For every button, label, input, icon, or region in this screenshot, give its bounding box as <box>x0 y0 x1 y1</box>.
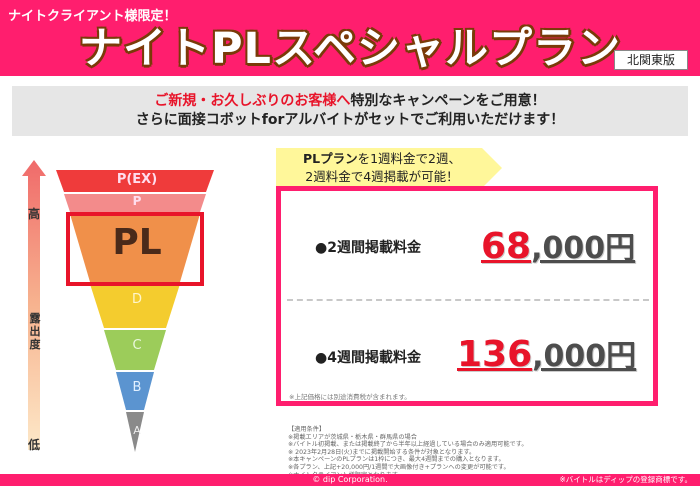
banner-line1-rest: 特別なキャンペーンをご用意！ <box>350 93 546 109</box>
terms-line: ※本キャンペーンのPLプランは1枠につき、最大4週間までの購入となります。 <box>288 456 505 464</box>
callout-line1-rest: を1週料金で2週、 <box>357 151 462 166</box>
terms-line: ※掲載エリアが茨城県・栃木県・群馬県の場合 <box>288 433 417 441</box>
price-divider <box>287 299 649 301</box>
header-bar: ナイトクライアント様限定！ ナイトPLスペシャルプラン 北関東版 <box>0 0 700 76</box>
limited-label: ナイトクライアント様限定！ <box>8 9 177 24</box>
banner-line-2: さらに面接コボットforアルバイトがセットでご利用いただけます！ <box>135 112 565 128</box>
tier-pex-label: P(EX) <box>116 172 158 187</box>
axis-high-label: 高 <box>28 207 41 221</box>
two-week-price-minor: ,000円 <box>531 231 636 266</box>
tier-b-shape <box>116 372 154 410</box>
tier-c-label: C <box>132 338 142 353</box>
four-week-price-minor: ,000円 <box>532 339 637 374</box>
trademark-note: ※バイトルはディップの登録商標です。 <box>559 475 692 484</box>
footer-bar: © dip Corporation. ※バイトルはディップの登録商標です。 <box>0 474 700 486</box>
tier-pex-shape <box>56 170 214 192</box>
tier-a-label: A <box>133 424 141 437</box>
tier-pl-label: PL <box>112 222 162 263</box>
axis-low-label: 低 <box>28 438 41 452</box>
tier-p-shape <box>64 194 206 212</box>
two-week-price-major: 68 <box>481 226 532 267</box>
four-week-price-major: 136 <box>457 334 533 375</box>
tier-b-label: B <box>132 380 142 395</box>
terms-block: 【適用条件】 ※掲載エリアが茨城県・栃木県・群馬県の場合 ※バイトル初掲載、また… <box>288 426 588 479</box>
terms-line: 【適用条件】 <box>288 426 326 433</box>
tier-c-shape <box>104 330 166 370</box>
tax-note: ※上記価格には別途消費税が含まれます。 <box>289 393 411 401</box>
two-week-price: 68,000円 <box>481 223 635 267</box>
page-title: ナイトPLスペシャルプラン <box>79 24 621 74</box>
banner-line-1: ご新規・お久しぶりのお客様へ特別なキャンペーンをご用意！ <box>12 92 688 111</box>
callout-line-2: 2週料金で4週掲載が可能！ <box>305 169 459 184</box>
exposure-arrow-icon <box>22 160 46 450</box>
banner-highlight: ご新規・お久しぶりのお客様へ <box>154 93 351 109</box>
tier-d-label: D <box>131 292 142 307</box>
region-badge: 北関東版 <box>614 50 688 70</box>
pl-highlight-frame <box>66 212 204 286</box>
price-box: ●2週間掲載料金 68,000円 ●4週間掲載料金 136,000円 ※上記価格… <box>276 186 658 406</box>
tier-pl-shape <box>70 214 200 282</box>
tier-a-shape <box>126 412 144 452</box>
callout-plan-name: PLプラン <box>302 151 358 166</box>
tier-d-shape <box>90 284 180 328</box>
terms-line: ※ 2023年2月28日(火)までに掲載開始する条件が対象となります。 <box>288 448 476 456</box>
terms-line: ※バイトル初掲載、または掲載終了から半年以上経過している場合のみ適用可能です。 <box>288 441 528 449</box>
tier-p-label: P <box>132 194 142 208</box>
callout-line-1: PLプランを1週料金で2週、 <box>282 150 482 168</box>
campaign-banner: ご新規・お久しぶりのお客様へ特別なキャンペーンをご用意！ さらに面接コボットfo… <box>12 86 688 136</box>
callout-arrow-shape <box>276 148 502 188</box>
exposure-pyramid <box>22 160 214 452</box>
two-week-label: ●2週間掲載料金 <box>315 240 421 256</box>
copyright: © dip Corporation. <box>312 475 388 484</box>
four-week-label: ●4週間掲載料金 <box>315 350 421 366</box>
plan-callout: PLプランを1週料金で2週、 2週料金で4週掲載が可能！ <box>282 150 482 186</box>
terms-line: ※各プラン、上記+20,000円/1週間で大画像付き+プランへの変更が可能です。 <box>288 463 510 471</box>
four-week-price: 136,000円 <box>457 331 636 375</box>
axis-exposure-label: 露出度 <box>29 312 41 351</box>
